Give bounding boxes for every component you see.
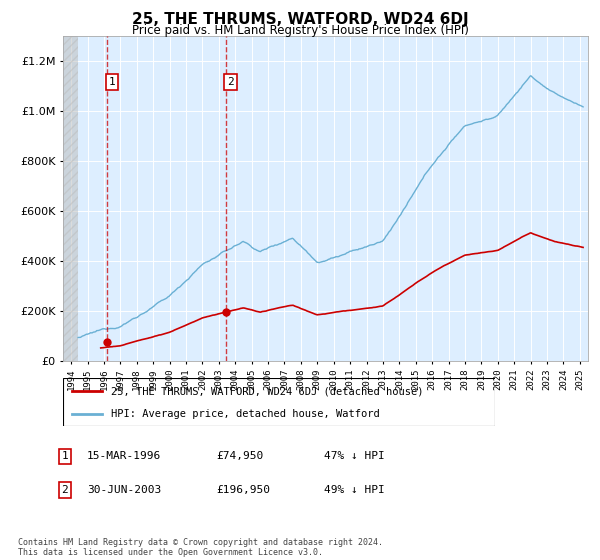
Text: HPI: Average price, detached house, Watford: HPI: Average price, detached house, Watf… xyxy=(110,409,379,419)
Text: Contains HM Land Registry data © Crown copyright and database right 2024.
This d: Contains HM Land Registry data © Crown c… xyxy=(18,538,383,557)
Bar xyxy=(63,36,78,361)
Text: 1: 1 xyxy=(108,77,115,87)
Text: Price paid vs. HM Land Registry's House Price Index (HPI): Price paid vs. HM Land Registry's House … xyxy=(131,24,469,36)
Text: 2: 2 xyxy=(61,485,68,495)
Text: 30-JUN-2003: 30-JUN-2003 xyxy=(87,485,161,495)
Text: 49% ↓ HPI: 49% ↓ HPI xyxy=(324,485,385,495)
Text: 15-MAR-1996: 15-MAR-1996 xyxy=(87,451,161,461)
Text: 2: 2 xyxy=(227,77,234,87)
Text: £74,950: £74,950 xyxy=(216,451,263,461)
Text: 47% ↓ HPI: 47% ↓ HPI xyxy=(324,451,385,461)
Text: 25, THE THRUMS, WATFORD, WD24 6DJ (detached house): 25, THE THRUMS, WATFORD, WD24 6DJ (detac… xyxy=(110,386,423,396)
Text: 25, THE THRUMS, WATFORD, WD24 6DJ: 25, THE THRUMS, WATFORD, WD24 6DJ xyxy=(131,12,469,27)
Text: 1: 1 xyxy=(61,451,68,461)
Text: £196,950: £196,950 xyxy=(216,485,270,495)
